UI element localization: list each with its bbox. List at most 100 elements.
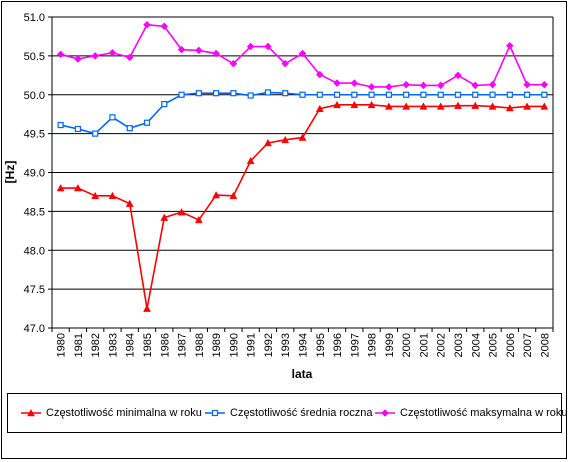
- data-point: [523, 80, 531, 89]
- data-point: [161, 100, 168, 108]
- data-point: [160, 22, 169, 31]
- x-tick-label: 1994: [298, 333, 310, 357]
- x-tick-label: 1995: [315, 333, 327, 357]
- data-point: [56, 50, 65, 59]
- data-point: [108, 191, 117, 200]
- x-tick-label: 2008: [539, 333, 551, 357]
- data-point: [367, 100, 376, 109]
- x-tick-label: 2001: [418, 333, 430, 357]
- data-point: [506, 91, 513, 98]
- data-point: [488, 102, 497, 110]
- legend: Częstotliwość minimalna w roku Częstotliw…: [7, 393, 568, 433]
- data-point: [454, 101, 462, 109]
- data-point: [246, 42, 255, 51]
- data-point: [419, 81, 428, 90]
- data-point: [350, 100, 359, 109]
- data-point: [384, 102, 393, 110]
- data-point: [213, 90, 220, 97]
- legend-swatch: [375, 409, 395, 417]
- data-point: [436, 102, 445, 110]
- data-point: [108, 48, 117, 57]
- data-point: [419, 102, 428, 110]
- data-point: [316, 91, 323, 98]
- data-point: [540, 80, 549, 89]
- x-tick-label: 1991: [246, 333, 258, 357]
- data-point: [403, 91, 410, 98]
- axes: [48, 16, 554, 332]
- data-point: [454, 91, 462, 98]
- x-tick-label: 1992: [263, 333, 275, 357]
- data-point: [472, 91, 479, 98]
- y-tick-label: 48.0: [24, 245, 45, 257]
- data-point: [143, 20, 151, 29]
- legend-label: Częstotliwość średnia roczna: [230, 407, 373, 419]
- data-point: [471, 81, 480, 90]
- data-point: [541, 91, 548, 98]
- y-tick-label: 47.0: [24, 323, 45, 335]
- data-point: [92, 130, 99, 137]
- data-point: [125, 53, 134, 62]
- data-point: [315, 70, 324, 79]
- y-tick-label: 48.5: [24, 206, 45, 218]
- data-point: [282, 90, 289, 97]
- data-point: [143, 119, 151, 126]
- data-point: [126, 125, 133, 132]
- legend-swatch: [21, 408, 41, 417]
- data-point: [299, 91, 306, 98]
- y-tick-label: 49.0: [24, 168, 45, 180]
- data-point: [247, 92, 254, 99]
- series-lines: [56, 20, 549, 312]
- x-tick-label: 1983: [107, 333, 119, 357]
- data-point: [143, 304, 151, 312]
- data-point: [27, 408, 35, 417]
- x-tick-label: 1987: [177, 333, 189, 357]
- line-chart: 47.0 47.5 48.0 48.5 49.0 49.5 50.0 50.5 51.0 198…: [3, 12, 554, 381]
- data-point: [91, 52, 100, 60]
- x-tick-label: 1986: [159, 333, 171, 357]
- data-point: [177, 208, 186, 216]
- x-tick-label: 1989: [211, 333, 223, 357]
- data-point: [385, 91, 392, 98]
- y-tick-label: 51.0: [24, 12, 45, 24]
- series-triangle: [56, 100, 549, 312]
- data-point: [436, 81, 445, 90]
- x-tick-label: 2007: [522, 333, 534, 357]
- data-point: [333, 100, 341, 109]
- data-point: [56, 184, 65, 192]
- data-point: [333, 79, 341, 87]
- x-tick-label: 1981: [73, 333, 85, 357]
- data-point: [471, 101, 480, 109]
- series-line: [60, 91, 545, 135]
- data-point: [212, 49, 220, 58]
- data-point: [540, 102, 549, 110]
- x-tick-label: 2004: [470, 333, 482, 357]
- data-point: [178, 91, 185, 98]
- data-point: [281, 59, 290, 68]
- x-tick-label: 2003: [453, 333, 465, 357]
- x-tick-label: 1984: [125, 333, 137, 357]
- data-point: [177, 45, 186, 54]
- data-point: [229, 59, 238, 68]
- data-point: [91, 191, 100, 200]
- data-point: [194, 215, 203, 224]
- data-point: [73, 184, 82, 192]
- data-point: [402, 80, 411, 89]
- data-point: [212, 191, 221, 199]
- y-tick-label: 50.5: [24, 51, 45, 63]
- data-point: [488, 80, 497, 89]
- data-point: [229, 191, 238, 200]
- data-point: [298, 49, 307, 58]
- x-tick-label: 1997: [349, 333, 361, 357]
- y-tick-label: 49.5: [24, 129, 45, 141]
- data-point: [125, 199, 134, 207]
- data-point: [57, 121, 64, 129]
- data-point: [367, 83, 376, 91]
- data-point: [489, 91, 496, 98]
- data-point: [246, 156, 255, 165]
- data-point: [281, 135, 290, 144]
- data-point: [381, 409, 389, 417]
- x-tick-label: 1982: [90, 333, 102, 357]
- x-axis-label: lata: [292, 367, 313, 381]
- x-tick-labels: 1980 1981 1982 1983 1984 1985 1986 1987 1988 1989…: [56, 333, 552, 357]
